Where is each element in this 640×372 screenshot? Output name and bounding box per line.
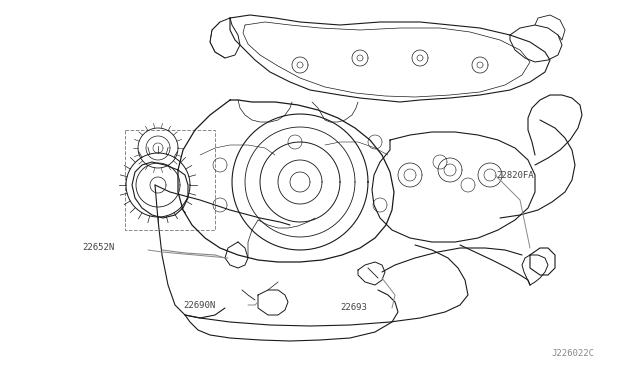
Text: 22693: 22693 (340, 304, 367, 312)
Text: 22652N: 22652N (82, 243, 115, 251)
Text: 22820FA: 22820FA (496, 170, 534, 180)
Bar (125, 130, 215, 230)
Text: J226022C: J226022C (551, 350, 594, 359)
Text: 22690N: 22690N (183, 301, 215, 310)
